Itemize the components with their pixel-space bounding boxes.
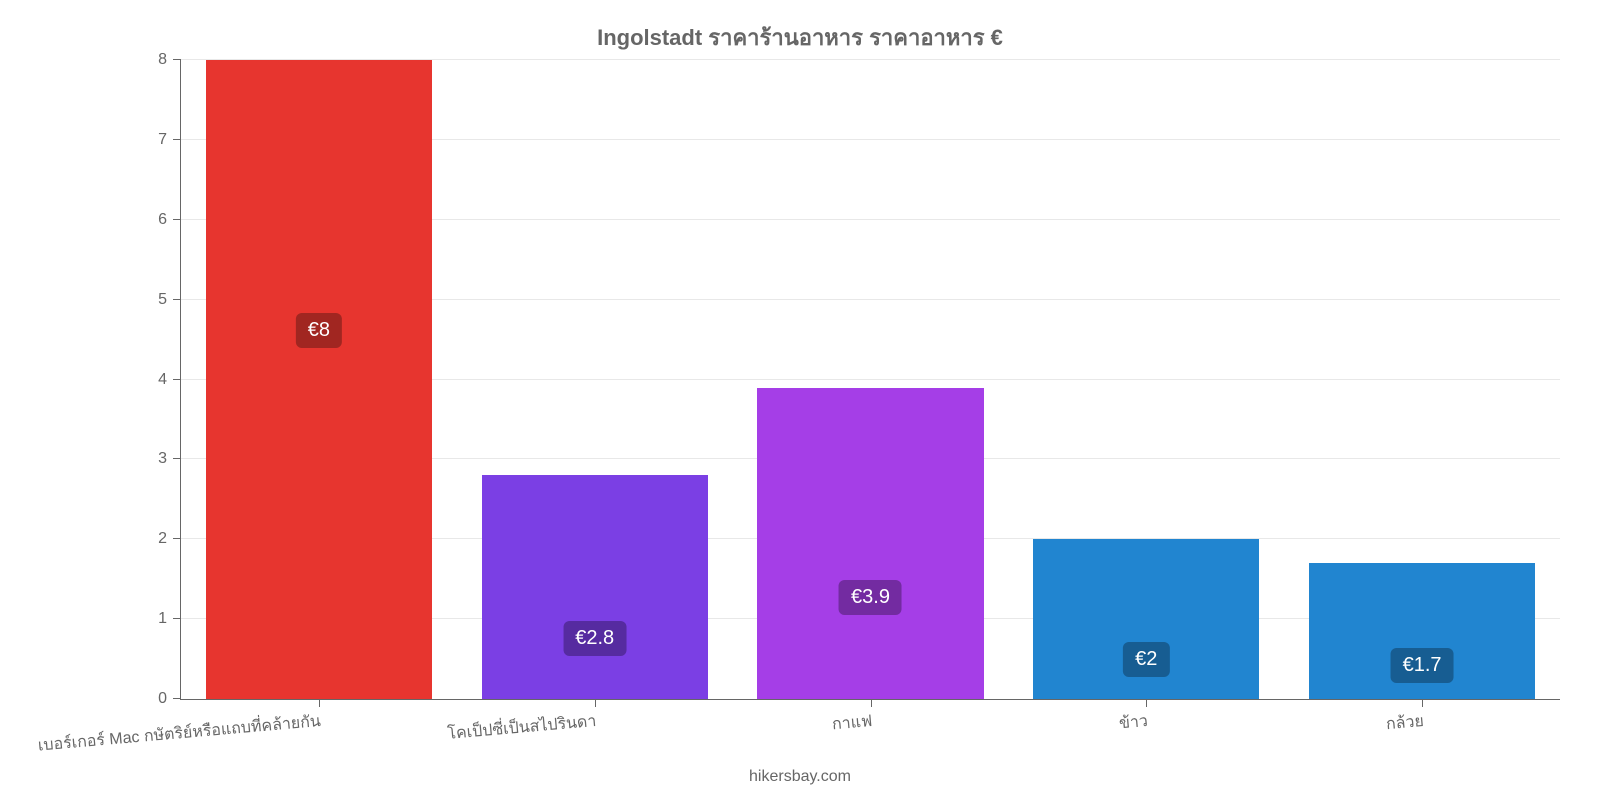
y-tick-label: 1 [158,610,181,628]
y-tick-label: 8 [158,51,181,69]
y-tick-label: 6 [158,211,181,229]
bar-value-badge: €1.7 [1391,648,1454,683]
plot-area: 012345678€8เบอร์เกอร์ Mac กษัตริย์หรือแถ… [180,60,1560,700]
y-tick-label: 5 [158,291,181,309]
bar-value-badge: €3.9 [839,580,902,615]
x-tick-label: กาแฟ [830,699,873,737]
chart-container: Ingolstadt ราคาร้านอาหาร ราคาอาหาร € 012… [0,0,1600,800]
bar: €2.8 [482,475,708,699]
bar-value-badge: €2 [1123,642,1169,677]
x-tick-label: ข้าว [1118,699,1150,736]
chart-title: Ingolstadt ราคาร้านอาหาร ราคาอาหาร € [0,20,1600,55]
bar-value-badge: €2.8 [563,621,626,656]
bar: €8 [206,60,432,699]
bar-value-badge: €8 [296,313,342,348]
bar: €2 [1033,539,1259,699]
x-tick-label: กล้วย [1384,699,1425,737]
bar: €1.7 [1309,563,1535,699]
y-tick-label: 2 [158,530,181,548]
y-tick-label: 0 [158,690,181,708]
bar: €3.9 [757,388,983,700]
y-tick-label: 4 [158,371,181,389]
y-tick-label: 3 [158,450,181,468]
y-tick-label: 7 [158,131,181,149]
x-tick-label: โคเป็ปซี่เป็นสไปรินดา [446,699,598,747]
credit-label: hikersbay.com [0,768,1600,786]
